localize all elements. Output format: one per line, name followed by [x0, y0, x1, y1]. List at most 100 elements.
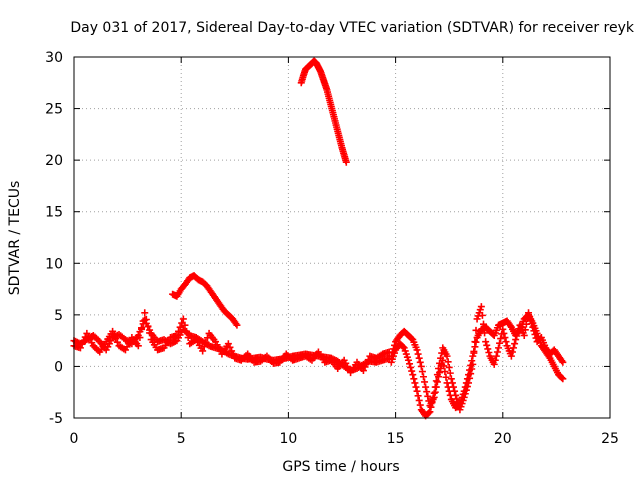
y-tick-label: 5	[54, 308, 63, 324]
data-point-fill	[408, 335, 416, 343]
data-point-fill	[461, 390, 469, 398]
data-point-fill	[407, 363, 415, 371]
data-point-fill	[497, 335, 505, 343]
data-marks	[70, 57, 567, 420]
data-point	[469, 360, 477, 368]
data-point-fill	[412, 383, 420, 391]
data-point-fill	[468, 365, 476, 373]
data-point	[443, 352, 451, 360]
data-point-fill	[454, 399, 462, 407]
data-point-fill	[408, 367, 416, 375]
data-point	[430, 389, 438, 397]
data-point-fill	[416, 401, 424, 409]
data-point-fill	[427, 403, 435, 411]
data-point	[434, 364, 442, 372]
data-point-fill	[136, 334, 144, 342]
data-point-fill	[531, 330, 539, 338]
data-point	[173, 331, 181, 339]
data-point-fill	[500, 329, 508, 337]
data-point-fill	[184, 334, 192, 342]
data-point-fill	[527, 316, 535, 324]
data-point-fill	[453, 395, 461, 403]
data-point	[495, 344, 503, 352]
data-point-fill	[468, 357, 476, 365]
data-point-fill	[419, 373, 427, 381]
data-point-fill	[448, 379, 456, 387]
data-point	[224, 340, 232, 348]
data-point-fill	[521, 326, 529, 334]
data-point	[512, 336, 520, 344]
data-point-fill	[478, 311, 486, 319]
y-tick-label: 0	[54, 359, 63, 375]
y-tick-label: 20	[45, 153, 63, 169]
data-point	[422, 383, 430, 391]
data-point-fill	[484, 345, 492, 353]
data-point-fill	[530, 327, 538, 335]
data-point-fill	[428, 399, 436, 407]
data-point	[342, 158, 350, 166]
data-point	[452, 391, 460, 399]
data-point-fill	[411, 379, 419, 387]
data-point-fill	[229, 351, 237, 359]
data-point	[460, 393, 468, 401]
series-segment-mid-arc	[169, 272, 241, 329]
data-point-fill	[480, 320, 488, 328]
data-point	[559, 375, 567, 383]
data-point-fill	[226, 343, 234, 351]
data-point	[134, 342, 142, 350]
data-point-fill	[414, 392, 422, 400]
data-point-fill	[511, 340, 519, 348]
chart-title: Day 031 of 2017, Sidereal Day-to-day VTE…	[70, 20, 635, 36]
data-point-fill	[483, 341, 491, 349]
data-point-fill	[502, 338, 510, 346]
data-point-fill	[228, 347, 236, 355]
data-point	[559, 358, 567, 366]
data-point-fill	[508, 348, 516, 356]
data-point	[447, 375, 455, 383]
data-point	[499, 325, 507, 333]
data-point-fill	[200, 343, 208, 351]
data-point	[482, 338, 490, 346]
data-point-fill	[472, 326, 480, 334]
data-point	[179, 315, 187, 323]
data-point	[529, 323, 537, 331]
data-point-fill	[421, 378, 429, 386]
data-point-fill	[513, 332, 521, 340]
data-point-fill	[138, 325, 146, 333]
y-tick-label: 10	[45, 256, 63, 272]
data-point	[109, 327, 117, 335]
data-point	[525, 309, 533, 317]
data-point	[404, 356, 412, 364]
data-point-fill	[528, 320, 536, 328]
data-point-fill	[431, 383, 439, 391]
data-point-fill	[432, 377, 440, 385]
data-point-fill	[181, 321, 189, 329]
data-point-fill	[416, 358, 424, 366]
data-point-fill	[415, 354, 423, 362]
data-point-fill	[451, 387, 459, 395]
x-tick-label: 20	[494, 431, 512, 447]
data-point-fill	[510, 344, 518, 352]
data-point-fill	[80, 337, 88, 345]
series-segment-early-b	[70, 309, 393, 377]
series-segment-late-b	[387, 303, 567, 420]
data-point-fill	[424, 392, 432, 400]
data-point-fill	[444, 358, 452, 366]
data-point-fill	[445, 363, 453, 371]
plot-frame	[73, 56, 611, 419]
data-point-fill	[481, 329, 489, 337]
data-point-fill	[440, 362, 448, 370]
data-point-fill	[492, 352, 500, 360]
data-point-fill	[113, 338, 121, 346]
data-point-fill	[144, 322, 152, 330]
data-point-fill	[433, 378, 441, 386]
data-point	[413, 387, 421, 395]
data-point	[413, 346, 421, 354]
data-point-fill	[442, 373, 450, 381]
tick-labels: 0 5 10 15 20 25 -5 0 5 10 15 20 25 30	[45, 50, 619, 447]
data-point	[477, 303, 485, 311]
data-point	[490, 360, 498, 368]
data-point-fill	[110, 331, 118, 339]
data-point	[359, 367, 367, 375]
data-point-fill	[485, 349, 493, 357]
